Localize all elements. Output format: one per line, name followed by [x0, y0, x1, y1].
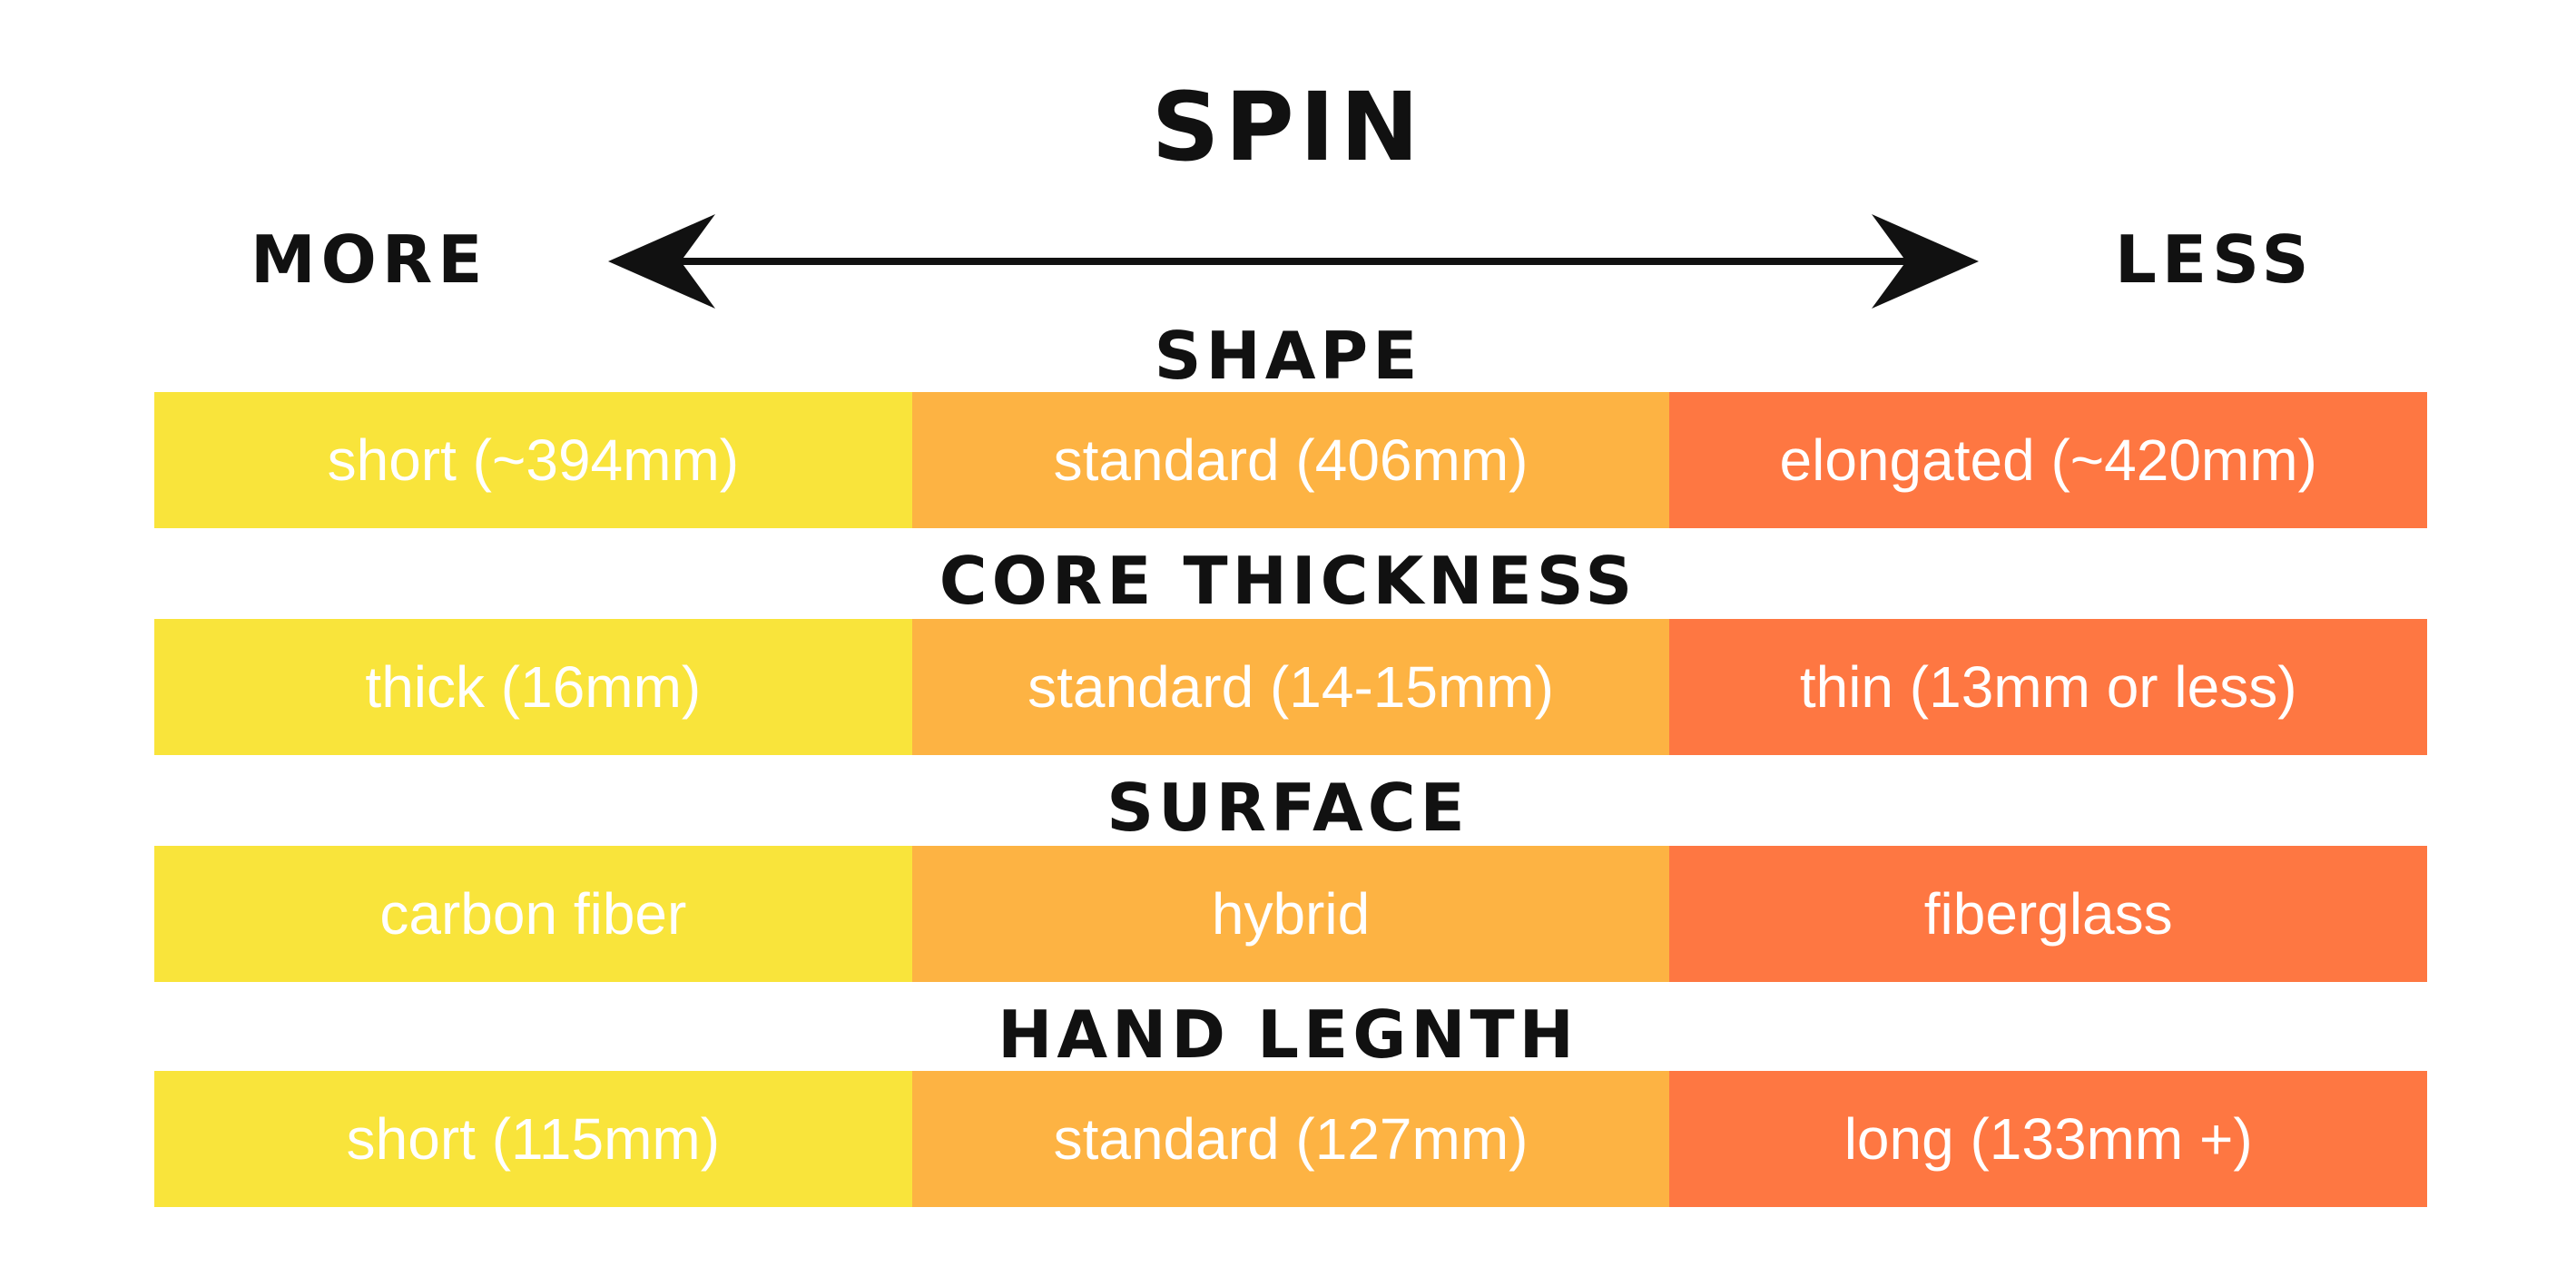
core-thickness-less-cell: thin (13mm or less)	[1669, 619, 2428, 755]
hand-length-standard-cell: standard (127mm)	[911, 1071, 1670, 1207]
less-label: LESS	[2115, 221, 2315, 298]
double-arrow-icon	[608, 214, 1979, 309]
surface-less-cell: fiberglass	[1669, 846, 2428, 982]
shape-less-cell: elongated (~420mm)	[1669, 392, 2428, 528]
shape-more-cell: short (~394mm)	[154, 392, 912, 528]
hand-length-less-cell: long (133mm +)	[1669, 1071, 2428, 1207]
diagram-title: SPIN	[1151, 72, 1425, 182]
surface-standard-cell: hybrid	[911, 846, 1670, 982]
core-thickness-more-cell: thick (16mm)	[154, 619, 912, 755]
hand-length-more-cell: short (115mm)	[154, 1071, 912, 1207]
section-heading-surface: SURFACE	[1106, 770, 1470, 846]
shape-band: short (~394mm) standard (406mm) elongate…	[154, 392, 2428, 528]
shape-standard-cell: standard (406mm)	[911, 392, 1670, 528]
hand-length-band: short (115mm) standard (127mm) long (133…	[154, 1071, 2428, 1207]
more-label: MORE	[251, 221, 488, 298]
section-heading-shape: SHAPE	[1154, 318, 1422, 394]
surface-band: carbon fiber hybrid fiberglass	[154, 846, 2428, 982]
core-thickness-standard-cell: standard (14-15mm)	[911, 619, 1670, 755]
section-heading-core-thickness: CORE THICKNESS	[939, 543, 1637, 619]
core-thickness-band: thick (16mm) standard (14-15mm) thin (13…	[154, 619, 2428, 755]
section-heading-hand-length: HAND LEGNTH	[998, 996, 1578, 1073]
surface-more-cell: carbon fiber	[154, 846, 912, 982]
